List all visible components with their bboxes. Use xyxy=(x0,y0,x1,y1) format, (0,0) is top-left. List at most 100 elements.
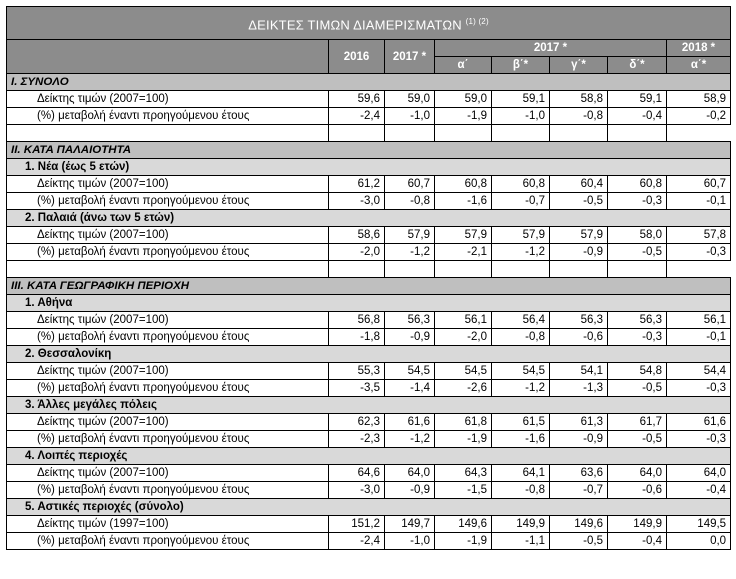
table-row: Δείκτης τιμών (2007=100) 59,6 59,0 59,0 59,1… xyxy=(6,90,732,109)
value-cell: -0,6 xyxy=(549,328,608,347)
table-row: Δείκτης τιμών (1997=100) 151,2 149,7 149,6 1… xyxy=(6,515,732,534)
value-cell: -0,2 xyxy=(665,107,732,126)
value-cell: -1,0 xyxy=(384,532,435,551)
table-row: (%) μεταβολή έναντι προηγούμενου έτους -2… xyxy=(6,243,732,262)
value-cell: 59,1 xyxy=(607,90,667,109)
section-total-label: Ι. ΣΥΝΟΛΟ xyxy=(5,73,732,92)
row-label: Δείκτης τιμών (2007=100) xyxy=(6,464,329,483)
value-cell: 61,5 xyxy=(491,413,550,432)
value-cell: -0,7 xyxy=(549,481,608,500)
spacer-cell xyxy=(607,260,667,279)
value-cell: -0,9 xyxy=(549,430,608,449)
value-cell: 63,6 xyxy=(549,464,608,483)
subsection-row: 2. Θεσσαλονίκη xyxy=(5,345,732,364)
value-cell: -1,6 xyxy=(491,430,550,449)
value-cell: 61,2 xyxy=(328,175,385,194)
row-label: (%) μεταβολή έναντι προηγούμενου έτους xyxy=(6,328,329,347)
subsection-row: 1. Αθήνα xyxy=(5,294,732,313)
table-row: Δείκτης τιμών (2007=100) 64,6 64,0 64,3 64,1… xyxy=(6,464,732,483)
value-cell: -0,3 xyxy=(665,379,732,398)
value-cell: 57,8 xyxy=(665,226,732,245)
value-cell: 60,8 xyxy=(491,175,550,194)
subsection-row: 3. Άλλες μεγάλες πόλεις xyxy=(5,396,732,415)
header-q3: γ΄* xyxy=(549,56,608,75)
value-cell: 56,8 xyxy=(328,311,385,330)
spacer-cell xyxy=(491,124,550,143)
value-cell: -0,5 xyxy=(549,532,608,551)
value-cell: 54,1 xyxy=(549,362,608,381)
value-cell: 64,6 xyxy=(328,464,385,483)
value-cell: 55,3 xyxy=(328,362,385,381)
value-cell: -3,0 xyxy=(328,192,385,211)
row-label: (%) μεταβολή έναντι προηγούμενου έτους xyxy=(6,243,329,262)
value-cell: 58,8 xyxy=(549,90,608,109)
value-cell: 149,6 xyxy=(434,515,492,534)
value-cell: 60,4 xyxy=(549,175,608,194)
value-cell: 54,8 xyxy=(607,362,667,381)
value-cell: -2,4 xyxy=(328,532,385,551)
value-cell: -1,9 xyxy=(434,107,492,126)
section-row: ΙΙΙ. ΚΑΤΑ ΓΕΩΓΡΑΦΙΚΗ ΠΕΡΙΟΧΗ xyxy=(5,277,732,296)
value-cell: -1,2 xyxy=(384,430,435,449)
header-q1-2018: α΄* xyxy=(665,56,732,75)
subsection-old-label: 2. Παλαιά (άνω των 5 ετών) xyxy=(5,209,732,228)
header-2018: 2018 * xyxy=(665,39,732,58)
value-cell: -3,5 xyxy=(328,379,385,398)
section-geo-label: ΙΙΙ. ΚΑΤΑ ΓΕΩΓΡΑΦΙΚΗ ΠΕΡΙΟΧΗ xyxy=(5,277,732,296)
header-row-1: 2016 2017 * 2017 * 2018 * xyxy=(6,39,732,75)
spacer-cell xyxy=(491,260,550,279)
row-label: (%) μεταβολή έναντι προηγούμενου έτους xyxy=(6,481,329,500)
table-title: ΔΕΙΚΤΕΣ ΤΙΜΩΝ ΔΙΑΜΕΡΙΣΜΑΤΩΝ xyxy=(248,17,462,33)
value-cell: -1,9 xyxy=(434,430,492,449)
value-cell: -1,1 xyxy=(491,532,550,551)
value-cell: 54,5 xyxy=(384,362,435,381)
value-cell: 54,5 xyxy=(491,362,550,381)
value-cell: -2,4 xyxy=(328,107,385,126)
spacer-cell xyxy=(549,260,608,279)
header-blank-cell xyxy=(6,39,329,75)
row-label: Δείκτης τιμών (2007=100) xyxy=(6,311,329,330)
value-cell: -1,0 xyxy=(491,107,550,126)
value-cell: 56,3 xyxy=(607,311,667,330)
spacer-row xyxy=(6,260,731,279)
value-cell: -1,4 xyxy=(384,379,435,398)
table-row: (%) μεταβολή έναντι προηγούμενου έτους -3… xyxy=(6,192,732,211)
table-row: (%) μεταβολή έναντι προηγούμενου έτους -2… xyxy=(6,532,732,551)
value-cell: 61,7 xyxy=(607,413,667,432)
value-cell: -0,1 xyxy=(665,192,732,211)
title-row: ΔΕΙΚΤΕΣ ΤΙΜΩΝ ΔΙΑΜΕΡΙΣΜΑΤΩΝ (1) (2) xyxy=(5,5,732,41)
value-cell: 56,1 xyxy=(665,311,732,330)
spacer-cell xyxy=(667,125,731,142)
header-2016: 2016 xyxy=(328,39,385,75)
spacer-cell xyxy=(384,124,435,143)
value-cell: -1,0 xyxy=(384,107,435,126)
value-cell: 58,9 xyxy=(665,90,732,109)
row-label: Δείκτης τιμών (2007=100) xyxy=(6,226,329,245)
value-cell: 56,1 xyxy=(434,311,492,330)
spacer-row xyxy=(6,124,731,143)
value-cell: -0,3 xyxy=(607,328,667,347)
value-cell: -1,8 xyxy=(328,328,385,347)
table-row: Δείκτης τιμών (2007=100) 61,2 60,7 60,8 60,8… xyxy=(6,175,732,194)
value-cell: -2,0 xyxy=(328,243,385,262)
table-row: Δείκτης τιμών (2007=100) 55,3 54,5 54,5 54,5… xyxy=(6,362,732,381)
value-cell: -0,8 xyxy=(491,328,550,347)
value-cell: 59,0 xyxy=(384,90,435,109)
price-index-table-container: ΔΕΙΚΤΕΣ ΤΙΜΩΝ ΔΙΑΜΕΡΙΣΜΑΤΩΝ (1) (2) 2016… xyxy=(5,5,732,551)
value-cell: 56,4 xyxy=(491,311,550,330)
value-cell: 0,0 xyxy=(665,532,732,551)
value-cell: -0,3 xyxy=(665,430,732,449)
value-cell: 149,9 xyxy=(491,515,550,534)
value-cell: 59,0 xyxy=(434,90,492,109)
subsection-other-label: 4. Λοιπές περιοχές xyxy=(5,447,732,466)
value-cell: 64,0 xyxy=(665,464,732,483)
value-cell: -1,2 xyxy=(491,379,550,398)
value-cell: 54,4 xyxy=(665,362,732,381)
spacer-cell xyxy=(6,260,329,279)
value-cell: 149,7 xyxy=(384,515,435,534)
value-cell: 54,5 xyxy=(434,362,492,381)
subsection-new-label: 1. Νέα (έως 5 ετών) xyxy=(5,158,732,177)
value-cell: 64,0 xyxy=(384,464,435,483)
value-cell: -0,7 xyxy=(491,192,550,211)
row-label: Δείκτης τιμών (2007=100) xyxy=(6,413,329,432)
